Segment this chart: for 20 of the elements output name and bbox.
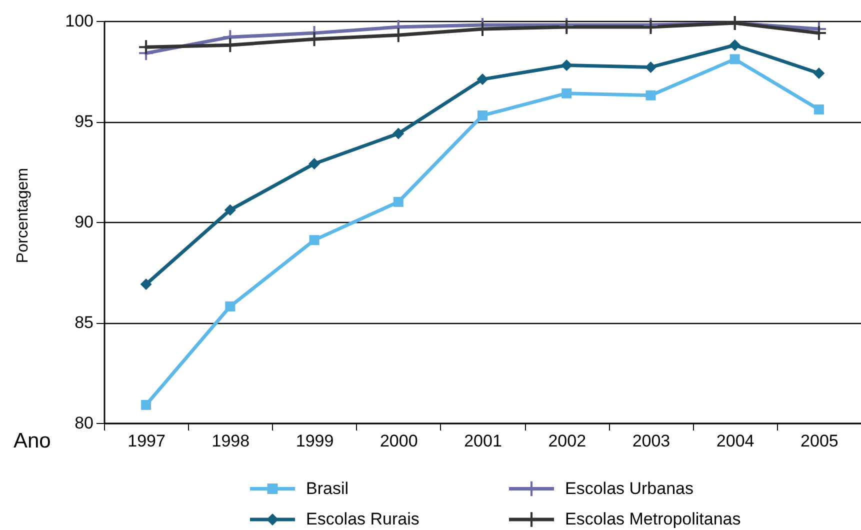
x-tick-label: 2004 bbox=[716, 432, 754, 450]
x-tick-label: 2002 bbox=[548, 432, 586, 450]
legend-label: Escolas Metropolitanas bbox=[565, 510, 741, 528]
y-axis-title: Porcentagem bbox=[14, 168, 32, 264]
x-tick-label: 1998 bbox=[212, 432, 250, 450]
x-tick-label: 2001 bbox=[464, 432, 502, 450]
x-axis-title: Ano bbox=[14, 430, 51, 452]
y-tick-label: 85 bbox=[74, 313, 94, 332]
x-tick-label: 2005 bbox=[800, 432, 838, 450]
x-tick-label: 2003 bbox=[632, 432, 670, 450]
x-tick-label: 1999 bbox=[296, 432, 334, 450]
x-tick-label: 1997 bbox=[128, 432, 166, 450]
y-tick-label: 90 bbox=[74, 212, 94, 232]
legend-label: Escolas Rurais bbox=[306, 510, 420, 528]
x-tick-label: 2000 bbox=[380, 432, 418, 450]
y-tick-label: 95 bbox=[74, 112, 94, 131]
legend-label: Escolas Urbanas bbox=[565, 478, 694, 498]
y-tick-label: 100 bbox=[65, 12, 94, 30]
legend-label: Brasil bbox=[306, 478, 349, 498]
y-tick-label: 80 bbox=[74, 414, 94, 432]
